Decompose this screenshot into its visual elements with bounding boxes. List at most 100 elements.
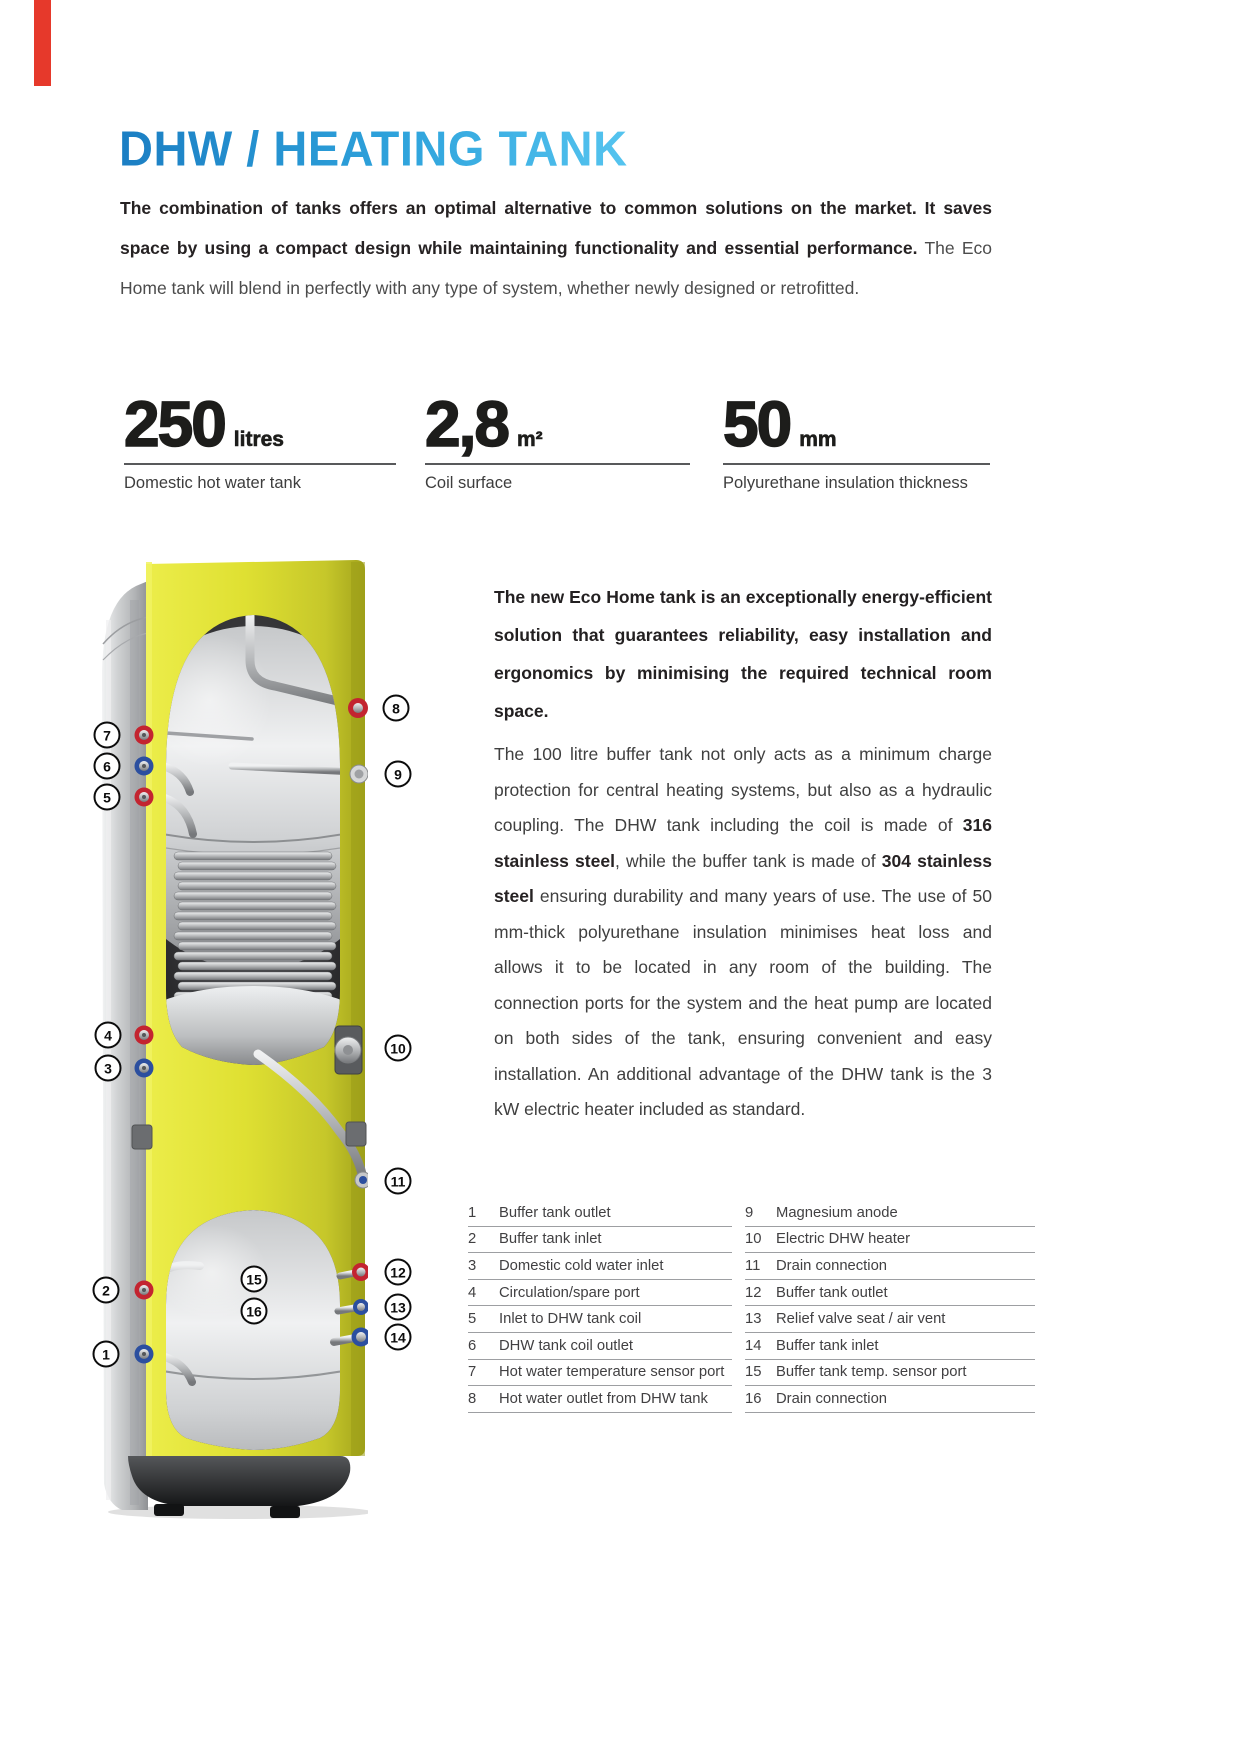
legend-column-left: 1 Buffer tank outlet 2 Buffer tank inlet… (468, 1200, 732, 1413)
legend-label: Electric DHW heater (776, 1231, 911, 1248)
intro-paragraph: The combination of tanks offers an optim… (120, 188, 992, 308)
stat-value: 2,8 (424, 388, 511, 460)
body-text-segment: 316 stainless steel (494, 815, 992, 871)
legend-label: Circulation/spare port (499, 1284, 640, 1301)
callout-number: 11 (384, 1167, 412, 1195)
callout-number: 6 (93, 752, 121, 780)
buffer-tank-dome (166, 1210, 340, 1450)
callout-number: 12 (384, 1258, 412, 1286)
tank-foot (270, 1506, 300, 1518)
callout-number: 3 (94, 1054, 122, 1082)
stat-value: 50 (722, 388, 793, 460)
callout-number: 16 (240, 1297, 268, 1325)
electric-heater-flange (334, 1025, 363, 1075)
stat-caption: Domestic hot water tank (124, 474, 301, 492)
dhw-tank-bottom-dome (166, 986, 340, 1065)
legend-row: 11 Drain connection (745, 1253, 1035, 1280)
legend-number: 5 (468, 1311, 477, 1328)
tank-shell (102, 581, 148, 1510)
right-ports (348, 698, 368, 1347)
page-corner-marker (34, 0, 51, 86)
legend-row: 8 Hot water outlet from DHW tank (468, 1386, 732, 1413)
legend-row: 1 Buffer tank outlet (468, 1200, 732, 1227)
stat-unit: m² (516, 428, 543, 452)
legend-row: 13 Relief valve seat / air vent (745, 1306, 1035, 1333)
legend-number: 7 (468, 1364, 477, 1381)
callout-number: 8 (382, 694, 410, 722)
callout-number: 15 (240, 1265, 268, 1293)
legend-number: 15 (745, 1364, 762, 1381)
legend-number: 10 (745, 1231, 762, 1248)
callout-number: 2 (92, 1276, 120, 1304)
stat-insulation: 50 mm Polyurethane insulation thickness (722, 388, 990, 493)
legend-number: 9 (745, 1204, 754, 1221)
legend-row: 15 Buffer tank temp. sensor port (745, 1360, 1035, 1387)
drain-pipe-upper (253, 1049, 368, 1183)
legend-row: 10 Electric DHW heater (745, 1227, 1035, 1254)
stat-number: 50 mm (722, 388, 990, 460)
anode-rod (228, 762, 340, 776)
stat-number: 250 litres (123, 391, 396, 457)
stat-caption: Polyurethane insulation thickness (723, 474, 968, 492)
callout-number: 5 (93, 783, 121, 811)
legend-number: 13 (745, 1311, 762, 1328)
coil-outlet-pipe (166, 760, 194, 796)
stat-coil-surface: 2,8 m² Coil surface (424, 388, 690, 493)
legend-number: 12 (745, 1284, 762, 1301)
legend-number: 11 (745, 1257, 761, 1274)
callout-number: 9 (384, 760, 412, 788)
mounting-tab-right (345, 1121, 367, 1147)
legend-label: Hot water temperature sensor port (499, 1364, 725, 1381)
legend-row: 4 Circulation/spare port (468, 1280, 732, 1307)
callout-number: 1 (92, 1340, 120, 1368)
sensor-rod (166, 730, 254, 741)
legend-number: 14 (745, 1337, 762, 1354)
legend-label: DHW tank coil outlet (499, 1337, 634, 1354)
legend-number: 3 (468, 1257, 477, 1274)
legend-label: Magnesium anode (776, 1204, 898, 1221)
legend-number: 8 (468, 1390, 477, 1407)
body-text-segment: ensuring durability and many years of us… (494, 886, 992, 1119)
legend-label: Buffer tank inlet (499, 1231, 602, 1248)
stat-unit: mm (799, 428, 837, 452)
tank-illustration (102, 560, 368, 1519)
legend-row: 7 Hot water temperature sensor port (468, 1360, 732, 1387)
callout-number: 13 (384, 1293, 412, 1321)
lower-opening (166, 1210, 340, 1450)
legend-row: 12 Buffer tank outlet (745, 1280, 1035, 1307)
stat-unit: litres (233, 428, 284, 452)
callout-number: 14 (384, 1323, 412, 1351)
stat-domestic-hot-water: 250 litres Domestic hot water tank (123, 391, 396, 493)
legend-number: 16 (745, 1390, 762, 1407)
intro-bold-text: The combination of tanks offers an optim… (120, 198, 992, 258)
buffer-sensor-port (245, 1272, 259, 1286)
legend-label: Inlet to DHW tank coil (499, 1311, 642, 1328)
callout-number: 7 (93, 721, 121, 749)
legend-number: 4 (468, 1284, 477, 1301)
legend-table: 1 Buffer tank outlet 2 Buffer tank inlet… (468, 1200, 1035, 1413)
coil-inlet-pipe (166, 791, 197, 838)
legend-label: Buffer tank outlet (776, 1284, 888, 1301)
dhw-tank-dome (166, 626, 340, 970)
body-text-segment: 304 stainless steel (494, 850, 993, 907)
legend-row: 14 Buffer tank inlet (745, 1333, 1035, 1360)
legend-row: 5 Inlet to DHW tank coil (468, 1306, 732, 1333)
legend-label: Drain connection (776, 1390, 888, 1407)
mounting-tab-left (131, 1124, 153, 1150)
highlight-paragraph: The new Eco Home tank is an exceptionall… (494, 587, 992, 721)
body-paragraph: The 100 litre buffer tank not only acts … (494, 737, 992, 1128)
legend-label: Domestic cold water inlet (499, 1257, 664, 1274)
body-text-segment: The 100 litre buffer tank not only acts … (494, 744, 992, 835)
buffer-drain-port (245, 1304, 259, 1318)
buffer-outlet-pipe (166, 1350, 196, 1386)
legend-row: 9 Magnesium anode (745, 1200, 1035, 1227)
legend-column-right: 9 Magnesium anode 10 Electric DHW heater… (745, 1200, 1035, 1413)
legend-number: 2 (468, 1231, 477, 1248)
stat-underline (425, 463, 690, 465)
legend-row: 16 Drain connection (745, 1386, 1035, 1413)
buffer-inlet-pipe (166, 1261, 204, 1295)
callout-number: 4 (94, 1021, 122, 1049)
hot-water-outlet-pipe (245, 615, 340, 711)
legend-label: Buffer tank temp. sensor port (776, 1364, 967, 1381)
legend-label: Hot water outlet from DHW tank (499, 1390, 708, 1407)
